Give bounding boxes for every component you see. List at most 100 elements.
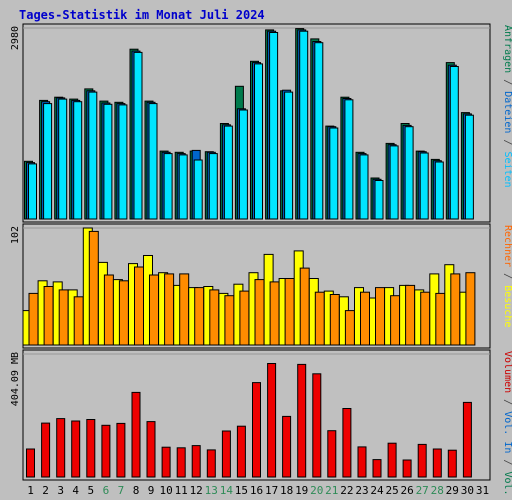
bar-rechner-day-9	[149, 274, 159, 346]
bar-seiten-day-8	[133, 51, 143, 220]
bar-rechner-day-1	[28, 292, 39, 346]
legend-separator: /	[502, 133, 512, 151]
bar-rechner-day-4	[73, 296, 84, 346]
bar-seiten-day-17	[269, 32, 279, 220]
legend-entry-besuche: Besuche	[502, 285, 512, 327]
bar-rechner-day-29	[450, 273, 461, 346]
bar-rechner-day-20	[314, 291, 325, 346]
panel-max-label: 102	[10, 226, 21, 244]
x-tick-label-day-21: 21	[325, 484, 338, 497]
x-tick-label-day-18: 18	[280, 484, 293, 497]
x-tick-label-day-17: 17	[265, 484, 278, 497]
x-tick-label-day-12: 12	[190, 484, 203, 497]
x-tick-label-day-6: 6	[103, 484, 110, 497]
bar-seiten-day-11	[178, 154, 188, 220]
legend-entry-vol-out: Vol. Out	[502, 471, 512, 500]
bar-volumen-day-17	[267, 363, 277, 478]
panel-visits: 102 Rechner / Besuche	[10, 223, 512, 349]
bar-seiten-day-13	[208, 153, 218, 220]
bar-volumen-day-2	[41, 422, 51, 478]
bar-rechner-day-2	[43, 286, 54, 346]
bar-seiten-day-15	[238, 109, 248, 220]
bar-seiten-day-24	[374, 180, 384, 220]
bar-seiten-day-16	[254, 63, 263, 220]
bar-volumen-day-22	[342, 408, 352, 478]
bar-volumen-day-18	[282, 415, 292, 478]
bar-seiten-day-30	[464, 114, 474, 220]
x-tick-label-day-29: 29	[446, 484, 459, 497]
bar-volumen-day-20	[312, 373, 322, 478]
legend-separator: /	[502, 453, 512, 471]
bar-rechner-day-11	[179, 273, 190, 346]
bar-volumen-day-28	[432, 448, 442, 478]
bar-seiten-day-29	[449, 66, 459, 220]
bar-volumen-day-30	[462, 401, 472, 478]
bar-seiten-day-28	[434, 161, 444, 220]
legend-separator: /	[502, 73, 512, 91]
bar-rechner-day-16	[254, 279, 265, 346]
bar-seiten-day-3	[58, 98, 68, 220]
bar-rechner-day-26	[405, 284, 416, 346]
bar-rechner-day-24	[375, 287, 385, 346]
x-tick-label-day-8: 8	[133, 484, 140, 497]
panel-max-label: 2980	[10, 26, 21, 50]
legend-entry-dateien: Dateien	[502, 91, 512, 133]
bar-volumen-day-27	[417, 443, 427, 478]
panel-legend: Anfragen / Dateien / Seiten	[502, 25, 512, 188]
bar-volumen-day-11	[176, 447, 186, 478]
panel-max-label: 404.09 MB	[10, 352, 21, 406]
x-tick-label-day-16: 16	[250, 484, 263, 497]
chart-title: Tages-Statistik im Monat Juli 2024	[19, 8, 265, 22]
x-tick-label-day-30: 30	[461, 484, 474, 497]
bar-volumen-day-14	[221, 430, 231, 478]
legend-entry-volumen: Volumen	[502, 351, 512, 393]
bar-volumen-day-10	[161, 446, 171, 478]
bar-rechner-day-30	[465, 272, 476, 346]
bar-rechner-day-8	[134, 266, 144, 346]
bar-seiten-day-4	[73, 101, 83, 220]
x-tick-label-day-23: 23	[355, 484, 368, 497]
x-tick-label-day-27: 27	[416, 484, 429, 497]
bar-rechner-day-25	[390, 295, 401, 346]
panel-legend: Rechner / Besuche	[502, 225, 512, 327]
x-tick-label-day-25: 25	[385, 484, 398, 497]
bar-volumen-day-12	[191, 445, 201, 478]
bar-seiten-day-1	[28, 163, 37, 220]
panel-volume: 404.09 MB Volumen / Vol. In / Vol. Out	[10, 349, 512, 500]
legend-separator: /	[502, 267, 512, 285]
legend-entry-anfragen: Anfragen	[502, 25, 512, 73]
x-tick-label-day-22: 22	[340, 484, 353, 497]
bar-rechner-day-21	[329, 294, 340, 346]
bar-seiten-day-12	[193, 159, 203, 220]
bar-volumen-day-4	[71, 420, 81, 478]
bar-seiten-day-7	[118, 104, 128, 220]
bar-volumen-day-7	[116, 422, 126, 478]
x-tick-label-day-19: 19	[295, 484, 308, 497]
x-tick-label-day-3: 3	[57, 484, 64, 497]
bar-rechner-day-27	[420, 291, 431, 346]
x-tick-label-day-14: 14	[220, 484, 234, 497]
x-tick-label-day-11: 11	[175, 484, 188, 497]
bar-rechner-day-13	[209, 289, 220, 346]
bar-volumen-day-21	[327, 430, 337, 478]
bar-rechner-day-5	[88, 230, 99, 346]
panel-legend: Volumen / Vol. In / Vol. Out	[502, 351, 512, 500]
bar-rechner-day-3	[58, 289, 69, 346]
bar-seiten-day-26	[404, 126, 414, 220]
bar-rechner-day-19	[299, 267, 310, 346]
bar-seiten-day-14	[223, 125, 233, 220]
bar-seiten-day-23	[359, 154, 369, 220]
bar-seiten-day-22	[344, 99, 354, 220]
bar-rechner-day-23	[360, 291, 370, 346]
x-tick-label-day-4: 4	[72, 484, 79, 497]
bar-seiten-day-9	[148, 103, 158, 220]
x-tick-label-day-20: 20	[310, 484, 323, 497]
bar-volumen-day-13	[206, 449, 216, 478]
bar-volumen-day-23	[357, 446, 367, 478]
x-tick-label-day-9: 9	[148, 484, 155, 497]
x-tick-label-day-28: 28	[431, 484, 444, 497]
x-tick-label-day-10: 10	[159, 484, 172, 497]
bar-volumen-day-8	[131, 391, 141, 478]
x-tick-label-day-31: 31	[476, 484, 489, 497]
